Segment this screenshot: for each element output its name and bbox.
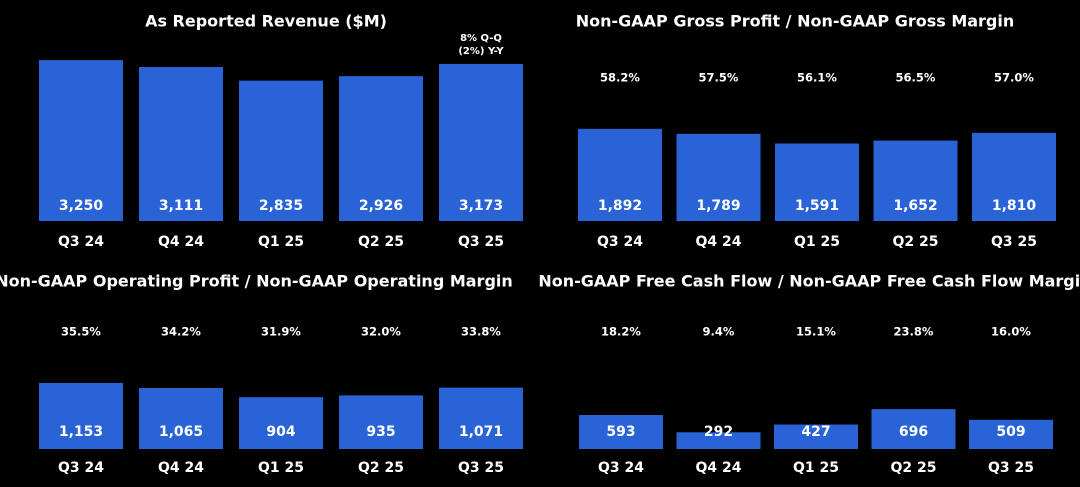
- category-label: Q3 25: [991, 234, 1037, 250]
- category-label: Q2 25: [358, 460, 404, 476]
- bar: [873, 140, 958, 221]
- value-label: 2,835: [259, 198, 303, 214]
- chart-title: Non-GAAP Gross Profit / Non-GAAP Gross M…: [576, 12, 1015, 31]
- value-label: 1,065: [159, 424, 203, 440]
- bar: [339, 76, 423, 222]
- bar: [339, 395, 423, 449]
- value-label: 1,652: [893, 198, 937, 214]
- annotation: 8% Q-Q: [460, 33, 502, 44]
- bar: [239, 80, 323, 221]
- bar: [579, 415, 663, 449]
- bar: [39, 382, 123, 449]
- category-label: Q1 25: [793, 460, 839, 476]
- bar: [972, 132, 1056, 221]
- margin-label: 15.1%: [796, 325, 836, 339]
- margin-label: 18.2%: [601, 325, 641, 339]
- margin-label: 31.9%: [261, 325, 301, 339]
- value-label: 935: [366, 424, 395, 440]
- value-label: 696: [899, 424, 928, 440]
- margin-label: 16.0%: [991, 325, 1031, 339]
- category-label: Q1 25: [258, 460, 304, 476]
- bar: [439, 387, 523, 449]
- category-label: Q3 24: [58, 234, 104, 250]
- category-label: Q2 25: [358, 234, 404, 250]
- annotation: (2%) Y-Y: [458, 46, 504, 57]
- bar: [774, 424, 858, 449]
- category-label: Q3 25: [988, 460, 1034, 476]
- category-label: Q3 24: [58, 460, 104, 476]
- value-label: 3,173: [459, 198, 503, 214]
- category-label: Q3 24: [598, 460, 644, 476]
- category-label: Q4 24: [696, 234, 742, 250]
- bar: [969, 419, 1053, 449]
- category-label: Q3 25: [458, 460, 504, 476]
- bar: [676, 432, 761, 449]
- category-label: Q1 25: [258, 234, 304, 250]
- value-label: 1,789: [696, 198, 740, 214]
- value-label: 904: [266, 424, 295, 440]
- value-label: 427: [801, 424, 830, 440]
- bar: [871, 409, 956, 449]
- category-label: Q4 24: [158, 460, 204, 476]
- margin-label: 58.2%: [600, 71, 640, 85]
- value-label: 1,071: [459, 424, 503, 440]
- margin-label: 34.2%: [161, 325, 201, 339]
- value-label: 509: [996, 424, 1025, 440]
- bar: [139, 67, 223, 222]
- value-label: 1,892: [598, 198, 642, 214]
- margin-label: 32.0%: [361, 325, 401, 339]
- margin-label: 56.1%: [797, 71, 837, 85]
- category-label: Q2 25: [893, 234, 939, 250]
- margin-label: 23.8%: [894, 325, 934, 339]
- category-label: Q1 25: [794, 234, 840, 250]
- chart-title: Non-GAAP Operating Profit / Non-GAAP Ope…: [0, 272, 513, 291]
- margin-label: 57.5%: [699, 71, 739, 85]
- category-label: Q4 24: [158, 234, 204, 250]
- margin-label: 57.0%: [994, 71, 1034, 85]
- value-label: 1,810: [992, 198, 1037, 214]
- category-label: Q4 24: [696, 460, 742, 476]
- category-label: Q2 25: [891, 460, 937, 476]
- margin-label: 33.8%: [461, 325, 501, 339]
- value-label: 3,250: [59, 198, 104, 214]
- value-label: 2,926: [359, 198, 403, 214]
- value-label: 1,591: [795, 198, 839, 214]
- bar: [775, 143, 859, 221]
- bar: [239, 397, 323, 449]
- category-label: Q3 25: [458, 234, 504, 250]
- bar: [139, 387, 223, 449]
- margin-label: 9.4%: [703, 325, 735, 339]
- value-label: 3,111: [159, 198, 203, 214]
- margin-label: 56.5%: [896, 71, 936, 85]
- bar: [439, 63, 523, 222]
- chart-title: As Reported Revenue ($M): [145, 12, 387, 31]
- chart-title: Non-GAAP Free Cash Flow / Non-GAAP Free …: [538, 272, 1080, 291]
- value-label: 292: [704, 424, 733, 440]
- bar: [578, 128, 662, 221]
- bar: [676, 133, 761, 221]
- category-label: Q3 24: [597, 234, 643, 250]
- value-label: 1,153: [59, 424, 103, 440]
- margin-label: 35.5%: [61, 325, 101, 339]
- value-label: 593: [606, 424, 635, 440]
- bar: [39, 60, 123, 221]
